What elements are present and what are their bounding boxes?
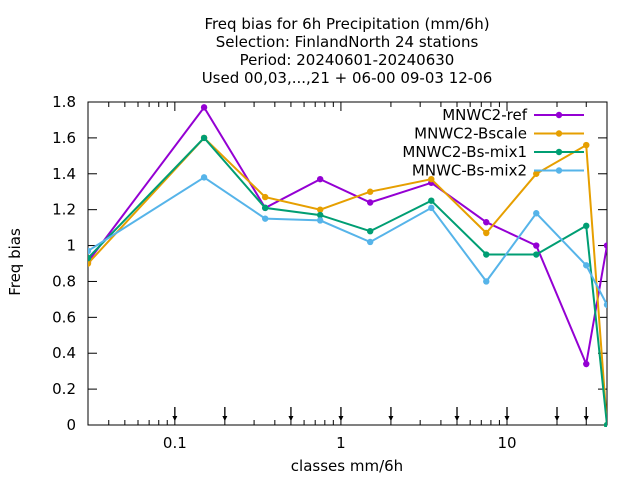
y-tick-label: 0.8 (52, 272, 76, 290)
class-marker-arrow (222, 416, 228, 421)
data-point (262, 215, 269, 222)
chart-title: Freq bias for 6h Precipitation (mm/6h)Se… (202, 15, 493, 87)
series-mnwc2-ref (88, 104, 607, 368)
series-line (88, 136, 607, 426)
y-tick-label: 0 (66, 416, 76, 434)
data-point (583, 262, 590, 269)
data-point (366, 228, 374, 235)
class-marker-arrow (388, 416, 394, 421)
legend-marker (555, 130, 563, 137)
data-point (316, 175, 324, 183)
data-point (316, 211, 324, 219)
class-marker-arrow (583, 416, 589, 421)
y-tick-label: 1.6 (52, 129, 76, 147)
data-point (88, 247, 92, 255)
y-tick-label: 0.4 (52, 344, 76, 362)
data-point (88, 254, 92, 262)
legend: MNWC2-refMNWC2-BscaleMNWC2-Bs-mix1MNWC-B… (402, 106, 584, 180)
legend-label: MNWC2-Bs-mix1 (402, 143, 527, 161)
data-point (88, 260, 92, 267)
legend-label: MNWC2-ref (442, 106, 527, 124)
title-line: Used 00,03,...,21 + 06-00 09-03 12-06 (202, 69, 493, 87)
data-point (428, 204, 435, 212)
data-point (316, 206, 324, 213)
data-point (366, 188, 374, 195)
data-point (483, 278, 490, 285)
y-tick-label: 0.6 (52, 308, 76, 326)
class-marker-arrow (338, 416, 344, 421)
legend-label: MNWC2-Bscale (414, 125, 527, 143)
data-point (262, 204, 269, 212)
legend-marker (555, 111, 563, 119)
x-axis-label: classes mm/6h (291, 457, 403, 475)
data-point (262, 193, 269, 201)
data-point (533, 210, 540, 217)
data-point (583, 222, 590, 230)
data-point (483, 251, 490, 258)
data-point (583, 360, 590, 368)
class-marker-arrow (554, 416, 560, 421)
data-point (603, 301, 607, 308)
y-axis: 0 0.2 0.4 0.6 0.8 1 1.2 1.4 1.6 1.8 (52, 93, 607, 434)
data-point (533, 170, 540, 177)
data-point (366, 238, 374, 246)
x-tick-label: 1 (336, 434, 346, 452)
x-axis: 0.1 1 10 (87, 102, 608, 452)
data-point (428, 197, 435, 204)
data-point (200, 174, 208, 181)
title-line: Period: 20240601-20240630 (240, 51, 455, 69)
data-point (366, 199, 374, 206)
data-point (428, 175, 435, 183)
y-tick-label: 1 (66, 237, 76, 255)
data-point (200, 104, 208, 111)
class-markers (172, 407, 589, 421)
data-point (583, 141, 590, 149)
legend-marker (555, 148, 563, 156)
y-tick-label: 1.2 (52, 201, 76, 219)
data-point (483, 219, 490, 226)
y-tick-label: 1.4 (52, 165, 76, 183)
series-line (88, 176, 607, 306)
data-point (316, 217, 324, 224)
data-point (200, 134, 208, 142)
legend-label: MNWC-Bs-mix2 (412, 162, 527, 180)
series-mnwc-bs-mix2 (88, 174, 607, 308)
x-tick-label: 10 (497, 434, 516, 452)
data-point (483, 229, 490, 237)
y-tick-label: 1.8 (52, 93, 76, 111)
plot-border (87, 101, 608, 426)
class-marker-arrow (172, 416, 178, 421)
data-point (533, 251, 540, 258)
data-point (603, 242, 607, 249)
y-tick-label: 0.2 (52, 380, 76, 398)
title-line: Selection: FinlandNorth 24 stations (216, 33, 479, 51)
y-axis-label: Freq bias (6, 228, 24, 296)
title-line: Freq bias for 6h Precipitation (mm/6h) (204, 15, 489, 33)
x-tick-label: 0.1 (163, 434, 187, 452)
series-line (88, 105, 607, 368)
legend-marker (555, 167, 563, 174)
class-marker-arrow (288, 416, 294, 421)
class-marker-arrow (454, 416, 460, 421)
data-point (603, 421, 607, 427)
data-point (533, 242, 540, 249)
plot-frame (87, 101, 608, 426)
class-marker-arrow (504, 416, 510, 421)
series-lines (88, 104, 607, 427)
